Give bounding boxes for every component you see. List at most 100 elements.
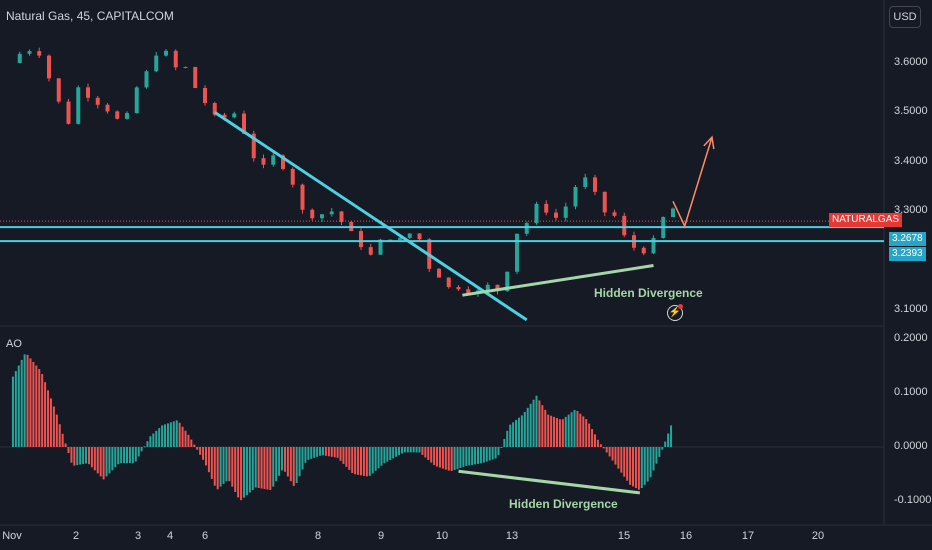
ao-bar (500, 447, 503, 448)
price-tick-label: 3.5000 (894, 105, 928, 118)
ao-bar (421, 447, 424, 455)
ao-bar (231, 447, 234, 487)
ao-bar (389, 447, 392, 460)
ao-bar (298, 447, 301, 477)
ao-bar (164, 424, 167, 447)
candle-body (466, 289, 471, 294)
ao-bar (278, 447, 281, 476)
indicator-label[interactable]: AO (6, 338, 22, 350)
ao-bar (576, 411, 579, 447)
ao-bar (41, 374, 44, 447)
ao-bar (324, 447, 327, 456)
ao-bar (102, 447, 105, 480)
ao-bar (412, 447, 415, 453)
ao-divergence-label: Hidden Divergence (509, 497, 618, 511)
candle-body (95, 97, 100, 105)
ao-bar (354, 447, 357, 475)
ao-bar (465, 447, 468, 466)
candle-body (56, 78, 61, 102)
ao-bar (61, 433, 64, 447)
ao-bar (140, 447, 143, 452)
symbol-title[interactable]: Natural Gas, 45, CAPITALCOM (6, 9, 174, 23)
ao-bar (599, 444, 602, 447)
ao-bar (643, 447, 646, 485)
ao-bar (497, 447, 500, 456)
ao-tick-label: 0.2000 (894, 332, 928, 344)
ao-bar (251, 447, 254, 491)
ao-bar (93, 447, 96, 471)
ao-bar (614, 447, 617, 465)
candle-body (651, 237, 656, 254)
ao-bar (424, 447, 427, 458)
ao-bar (617, 447, 620, 469)
price-tick-label: 3.1000 (894, 303, 928, 315)
ao-bar (187, 434, 190, 447)
candle-body (47, 55, 51, 79)
candle-body (281, 155, 285, 169)
ao-bar (383, 447, 386, 464)
ao-bar (596, 439, 599, 447)
currency-button[interactable]: USD (889, 6, 921, 28)
ao-bar (237, 447, 240, 498)
ao-bar (444, 447, 447, 470)
ao-bar (339, 447, 342, 461)
ao-bar (608, 447, 611, 457)
candle-body (622, 215, 627, 236)
ao-bar (503, 438, 506, 447)
ao-bar (433, 447, 436, 466)
ao-bar (260, 447, 263, 489)
ao-bar (199, 447, 202, 455)
ao-bar (415, 447, 418, 453)
ao-bar (70, 447, 73, 463)
ao-bar (629, 447, 632, 485)
lightning-icon[interactable]: ⚡ (667, 305, 683, 321)
ao-bar (573, 409, 576, 447)
candle-body (544, 203, 549, 213)
ao-bar (345, 447, 348, 467)
price-divergence-label: Hidden Divergence (594, 286, 703, 300)
ao-bar (128, 447, 131, 464)
candle-body (154, 55, 159, 72)
ao-bar (561, 419, 564, 447)
ao-divergence-line (458, 469, 641, 495)
ao-bar (58, 424, 61, 447)
candle-body (17, 53, 22, 63)
ao-bar (591, 429, 594, 447)
ao-bar (567, 414, 570, 447)
ao-bar (193, 444, 196, 447)
ao-bar (602, 447, 605, 449)
ao-bar (149, 436, 152, 447)
candle-body (125, 113, 129, 119)
ao-bar (611, 447, 614, 461)
ao-bar (79, 447, 82, 465)
ao-bar (67, 447, 70, 454)
time-tick-label: Nov (2, 530, 22, 542)
ao-bar (485, 447, 488, 462)
ao-bar (398, 447, 401, 456)
ao-bar (99, 447, 102, 477)
ao-bar (47, 390, 50, 447)
candle-body (310, 209, 315, 219)
candle-body (388, 239, 393, 241)
ao-bar (35, 365, 38, 447)
ao-bar (585, 419, 588, 447)
candle-body (212, 103, 217, 115)
candle-body (612, 212, 617, 216)
price-tick-label: 3.3000 (894, 204, 928, 217)
candle-body (524, 223, 529, 234)
ao-bar (275, 447, 278, 482)
ao-bar (64, 443, 67, 447)
ao-tick-label: 0.1000 (894, 386, 928, 398)
ao-bar (594, 434, 596, 447)
ao-bar (529, 403, 532, 447)
ao-bar (289, 447, 292, 482)
ao-bar (243, 447, 245, 498)
ao-bar (134, 447, 137, 462)
ao-bar (90, 447, 93, 468)
ao-bar (649, 447, 652, 478)
ao-bar (661, 447, 664, 450)
ao-bar (204, 447, 207, 466)
ao-bar (386, 447, 389, 462)
ao-bar (158, 428, 161, 447)
candle-body (144, 71, 149, 88)
